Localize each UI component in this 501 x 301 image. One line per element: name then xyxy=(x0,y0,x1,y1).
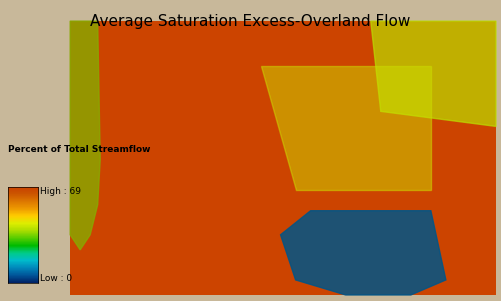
Text: Percent of Total Streamflow: Percent of Total Streamflow xyxy=(8,144,150,154)
Text: Average Saturation Excess-Overland Flow: Average Saturation Excess-Overland Flow xyxy=(90,14,411,29)
Polygon shape xyxy=(281,211,446,295)
Text: High : 69: High : 69 xyxy=(40,187,81,196)
Text: Low : 0: Low : 0 xyxy=(40,274,72,283)
FancyBboxPatch shape xyxy=(70,21,496,295)
Polygon shape xyxy=(70,21,100,250)
Polygon shape xyxy=(371,21,496,126)
Polygon shape xyxy=(261,66,431,190)
